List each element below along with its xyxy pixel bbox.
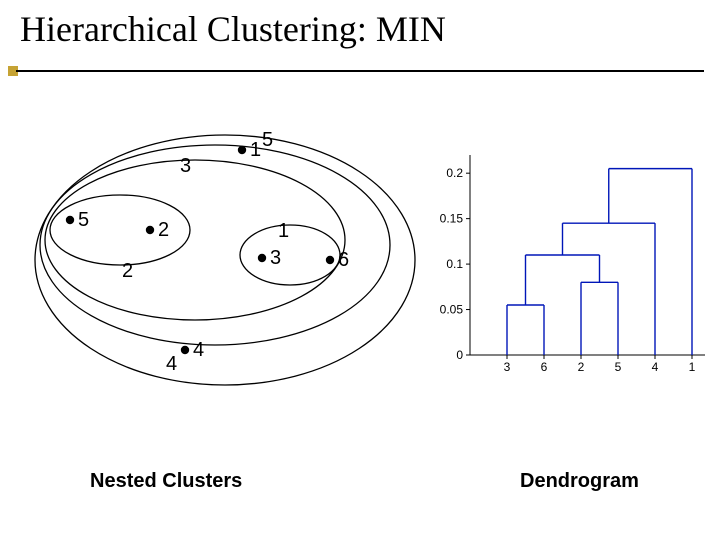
cluster-label: 1 bbox=[278, 220, 289, 242]
cluster-label: 2 bbox=[122, 260, 133, 282]
dendrogram-chart: 0 0.05 0.1 0.15 0.2 3 6 2 5 4 1 bbox=[430, 145, 705, 400]
y-tick-label: 0 bbox=[456, 348, 463, 362]
slide-title: Hierarchical Clustering: MIN bbox=[20, 8, 446, 50]
point-label: 1 bbox=[250, 139, 261, 161]
y-tick-label: 0.15 bbox=[440, 212, 464, 226]
nested-caption: Nested Clusters bbox=[90, 470, 242, 493]
cluster-label: 4 bbox=[166, 353, 177, 375]
point-label: 2 bbox=[158, 219, 169, 241]
y-tick-label: 0.2 bbox=[446, 166, 463, 180]
x-tick-label: 2 bbox=[578, 360, 585, 374]
y-tick-label: 0.05 bbox=[440, 303, 464, 317]
x-tick-label: 6 bbox=[541, 360, 548, 374]
point-label: 5 bbox=[78, 209, 89, 231]
point-label: 4 bbox=[193, 339, 204, 361]
x-tick-label: 1 bbox=[689, 360, 696, 374]
nested-clusters-diagram: 15236453214 bbox=[30, 120, 420, 420]
cluster-label: 3 bbox=[180, 155, 191, 177]
x-tick-label: 3 bbox=[504, 360, 511, 374]
cluster-label: 5 bbox=[262, 129, 273, 151]
point-label: 3 bbox=[270, 247, 281, 269]
x-tick-label: 4 bbox=[652, 360, 659, 374]
title-underline bbox=[16, 70, 704, 72]
slide: Hierarchical Clustering: MIN 15236453214… bbox=[0, 0, 720, 540]
point-label: 6 bbox=[338, 249, 349, 271]
y-tick-label: 0.1 bbox=[446, 257, 463, 271]
x-tick-label: 5 bbox=[615, 360, 622, 374]
dendrogram-caption: Dendrogram bbox=[520, 470, 639, 493]
